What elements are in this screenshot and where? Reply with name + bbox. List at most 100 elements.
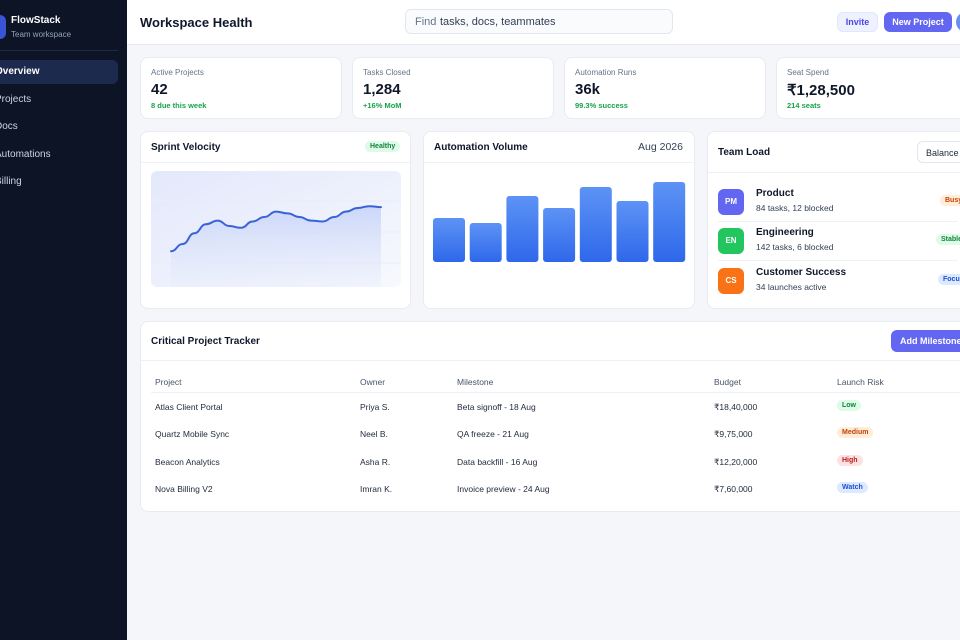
stat-sub: 214 seats bbox=[787, 101, 821, 110]
search-input[interactable] bbox=[440, 13, 665, 31]
new-project-button[interactable]: New Project bbox=[884, 12, 952, 32]
cell-budget: ₹12,20,000 bbox=[714, 457, 758, 467]
automation-bar bbox=[616, 201, 649, 262]
sidebar-item-docs[interactable]: Docs bbox=[0, 115, 118, 139]
risk-badge: High bbox=[837, 455, 863, 466]
team-load-title: Team Load bbox=[718, 147, 771, 158]
team-avatar: CS bbox=[718, 268, 744, 294]
automation-bar bbox=[506, 196, 539, 262]
cell-budget: ₹7,60,000 bbox=[714, 484, 753, 494]
cell-milestone: Beta signoff - 18 Aug bbox=[457, 402, 536, 412]
risk-badge: Low bbox=[837, 400, 861, 411]
stat-sub: 99.3% success bbox=[575, 101, 628, 110]
automation-volume-card: Automation Volume Aug 2026 bbox=[423, 131, 696, 309]
sidebar-nav: Overview Projects Docs Automations Billi… bbox=[0, 60, 118, 198]
page-title: Workspace Health bbox=[140, 15, 253, 30]
cell-project: Quartz Mobile Sync bbox=[155, 429, 230, 439]
column-header-owner[interactable]: Owner bbox=[360, 377, 386, 387]
automation-bar bbox=[653, 182, 686, 262]
stat-label: Active Projects bbox=[151, 68, 204, 77]
stat-card-automation-runs: Automation Runs 36k 99.3% success bbox=[564, 57, 766, 119]
cell-owner: Priya S. bbox=[360, 402, 390, 412]
sidebar-item-projects[interactable]: Projects bbox=[0, 88, 118, 112]
stat-card-tasks-closed: Tasks Closed 1,284 +16% MoM bbox=[352, 57, 554, 119]
avatar[interactable] bbox=[956, 12, 960, 32]
team-name: Customer Success bbox=[756, 267, 847, 278]
add-milestone-button[interactable]: Add Milestone bbox=[891, 330, 960, 352]
status-badge: Busy bbox=[940, 195, 960, 206]
search-label: Find bbox=[415, 16, 437, 28]
column-header-launch-risk[interactable]: Launch Risk bbox=[837, 377, 884, 387]
status-badge: Focus bbox=[938, 274, 960, 285]
sprint-velocity-chart bbox=[151, 171, 401, 287]
brand-logo bbox=[0, 15, 6, 39]
team-name: Engineering bbox=[756, 227, 814, 238]
team-avatar: EN bbox=[718, 228, 744, 254]
panel-divider bbox=[141, 162, 412, 163]
sidebar-item-billing[interactable]: Billing bbox=[0, 170, 118, 194]
stat-label: Seat Spend bbox=[787, 68, 829, 77]
cell-owner: Imran K. bbox=[360, 484, 393, 494]
sprint-velocity-card: Sprint Velocity Healthy bbox=[140, 131, 412, 309]
column-header-milestone[interactable]: Milestone bbox=[457, 377, 494, 387]
cell-project: Beacon Analytics bbox=[155, 457, 220, 467]
cell-project: Nova Billing V2 bbox=[155, 484, 213, 494]
tracker-title: Critical Project Tracker bbox=[151, 336, 260, 347]
team-row-product[interactable]: PM Product 84 tasks, 12 blocked Busy bbox=[718, 185, 960, 221]
panel-divider bbox=[708, 172, 960, 173]
status-badge: Healthy bbox=[365, 141, 401, 152]
automation-bar bbox=[579, 187, 612, 262]
automation-bar bbox=[543, 208, 576, 262]
row-divider bbox=[151, 392, 960, 393]
column-header-budget[interactable]: Budget bbox=[714, 377, 741, 387]
sidebar-item-label: Billing bbox=[0, 176, 22, 187]
automation-volume-title: Automation Volume bbox=[434, 142, 528, 153]
brand-name: FlowStack bbox=[11, 15, 61, 26]
sprint-velocity-title: Sprint Velocity bbox=[151, 142, 221, 153]
cell-project: Atlas Client Portal bbox=[155, 402, 223, 412]
team-load-card: Team Load Balance PM Product 84 tasks, 1… bbox=[707, 131, 960, 309]
panel-divider bbox=[141, 360, 960, 361]
velocity-line bbox=[170, 205, 382, 253]
team-row-customer-success[interactable]: CS Customer Success 34 launches active F… bbox=[718, 264, 960, 300]
team-meta: 34 launches active bbox=[756, 282, 827, 292]
sidebar-item-label: Projects bbox=[0, 93, 32, 105]
stat-value: ₹1,28,500 bbox=[787, 82, 855, 99]
team-load-filter-select[interactable]: Balance bbox=[917, 141, 960, 163]
row-divider bbox=[718, 221, 958, 222]
risk-badge: Watch bbox=[837, 482, 868, 493]
stat-card-active-projects: Active Projects 42 8 due this week bbox=[140, 57, 342, 119]
velocity-area bbox=[171, 206, 381, 287]
cell-owner: Asha R. bbox=[360, 457, 391, 467]
sidebar: FlowStack Team workspace Overview Projec… bbox=[0, 0, 127, 640]
search-box[interactable]: Find bbox=[405, 9, 673, 34]
status-badge: Stable bbox=[936, 234, 960, 245]
row-divider bbox=[718, 260, 958, 261]
stat-value: 42 bbox=[151, 81, 168, 98]
cell-milestone: Invoice preview - 24 Aug bbox=[457, 484, 550, 494]
column-header-project[interactable]: Project bbox=[155, 377, 182, 387]
cell-milestone: QA freeze - 21 Aug bbox=[457, 429, 529, 439]
team-avatar: PM bbox=[718, 189, 744, 215]
brand[interactable]: FlowStack Team workspace bbox=[0, 6, 127, 48]
team-row-engineering[interactable]: EN Engineering 142 tasks, 6 blocked Stab… bbox=[718, 224, 960, 260]
sidebar-item-automations[interactable]: Automations bbox=[0, 143, 118, 167]
risk-badge: Medium bbox=[837, 427, 874, 438]
panel-divider bbox=[424, 162, 696, 163]
team-meta: 84 tasks, 12 blocked bbox=[756, 203, 834, 213]
stat-value: 1,284 bbox=[363, 81, 401, 98]
cell-milestone: Data backfill - 16 Aug bbox=[457, 457, 538, 467]
automation-bar-chart bbox=[433, 182, 686, 262]
sidebar-divider bbox=[0, 50, 118, 51]
cell-budget: ₹18,40,000 bbox=[714, 402, 758, 412]
stat-sub: 8 due this week bbox=[151, 101, 207, 110]
automation-period: Aug 2026 bbox=[638, 141, 683, 153]
brand-subtitle: Team workspace bbox=[11, 30, 72, 39]
invite-button[interactable]: Invite bbox=[837, 12, 878, 32]
cell-budget: ₹9,75,000 bbox=[714, 429, 753, 439]
automation-bar bbox=[433, 218, 465, 262]
automation-bar bbox=[469, 223, 502, 262]
sidebar-item-label: Automations bbox=[0, 148, 51, 160]
sidebar-item-overview[interactable]: Overview bbox=[0, 60, 118, 84]
stat-label: Tasks Closed bbox=[363, 68, 411, 77]
